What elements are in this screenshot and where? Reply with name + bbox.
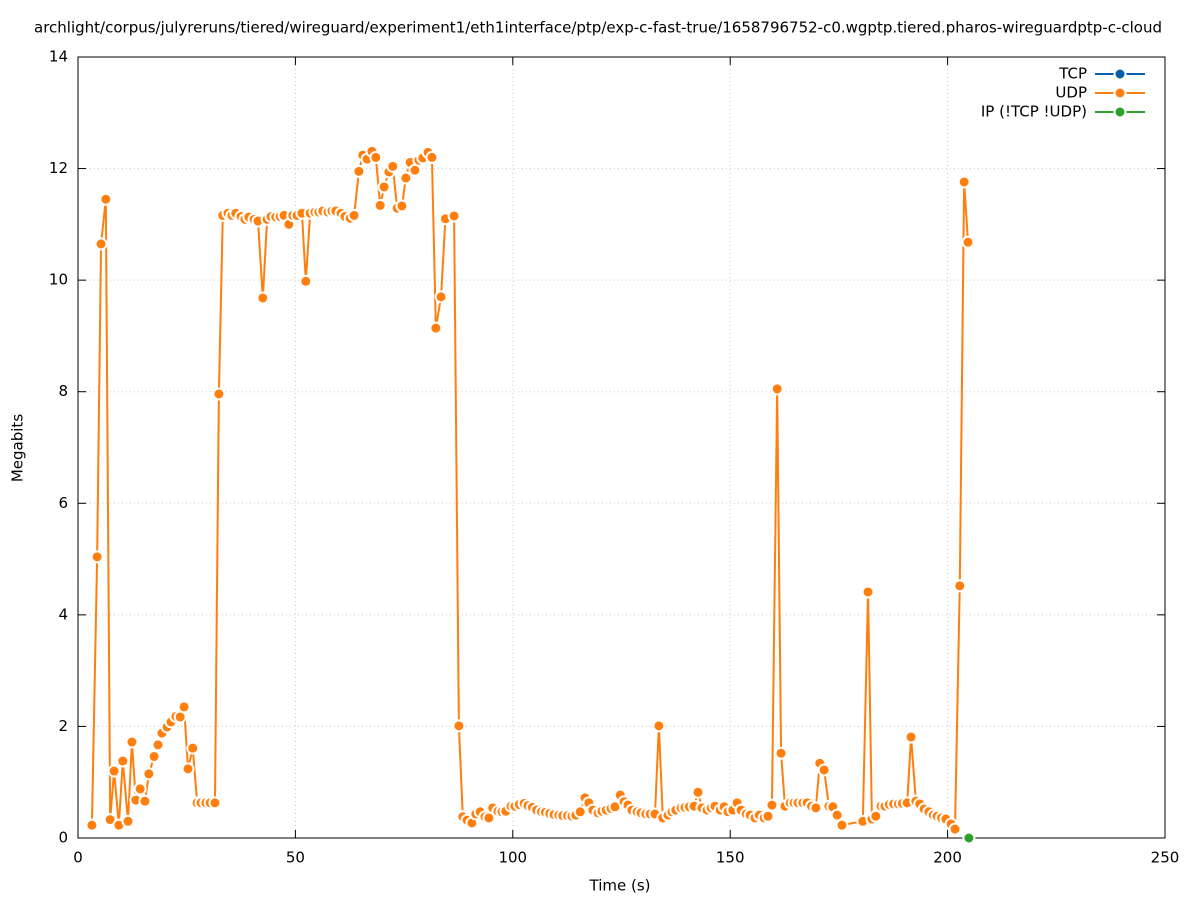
data-point [957,175,971,189]
data-point [429,321,443,335]
data-point [138,794,152,808]
x-axis-label: Time (s) [589,877,651,895]
data-point [765,798,779,812]
data-point [452,719,466,733]
data-point [817,763,831,777]
data-point [399,171,413,185]
x-tick-label: 0 [73,849,83,867]
data-point [447,209,461,223]
data-point [85,818,99,832]
data-point [208,796,222,810]
y-axis-label: Megabits [9,414,27,482]
data-point [256,291,270,305]
y-tick-label: 6 [58,494,68,512]
data-point [125,735,139,749]
data-point [142,767,156,781]
data-point [869,809,883,823]
data-point [962,831,976,845]
data-point [151,738,165,752]
data-point [373,198,387,212]
data-point [107,764,121,778]
series-line [90,149,970,832]
data-point [186,741,200,755]
data-point [573,805,587,819]
data-point [99,192,113,206]
data-point [809,801,823,815]
data-point [147,750,161,764]
data-point [90,550,104,564]
data-point [395,199,409,213]
y-tick-label: 0 [58,829,68,847]
y-tick-label: 14 [49,48,68,66]
data-point [961,235,975,249]
data-point [434,290,448,304]
chart-title: archlight/corpus/julyreruns/tiered/wireg… [34,19,1162,37]
data-point [177,700,191,714]
y-tick-label: 2 [58,717,68,735]
y-tick-label: 8 [58,382,68,400]
data-point [770,382,784,396]
x-tick-label: 150 [716,849,745,867]
legend-marker [1113,86,1127,100]
data-point [121,814,135,828]
legend-marker [1113,105,1127,119]
x-tick-label: 100 [498,849,527,867]
data-point [691,785,705,799]
data-point [386,159,400,173]
data-point [347,208,361,222]
legend-marker [1113,67,1127,81]
y-tick-label: 10 [49,271,68,289]
plot-border [77,56,1166,839]
data-point [835,818,849,832]
data-point [352,164,366,178]
data-point [904,730,918,744]
legend-label: IP (!TCP !UDP) [981,103,1087,121]
data-point [953,579,967,593]
data-point [299,274,313,288]
data-point [369,150,383,164]
data-point [830,808,844,822]
data-point [133,782,147,796]
data-point [425,150,439,164]
x-tick-label: 50 [286,849,305,867]
data-point [94,237,108,251]
data-point [761,809,775,823]
x-tick-label: 200 [933,849,962,867]
legend-label: UDP [1055,84,1087,102]
y-tick-label: 12 [49,159,68,177]
data-point [948,822,962,836]
legend-label: TCP [1058,65,1087,83]
y-tick-label: 4 [58,605,68,623]
data-point [116,754,130,768]
data-point [652,719,666,733]
data-point [774,746,788,760]
data-point [212,387,226,401]
data-point [377,180,391,194]
data-point [181,762,195,776]
x-tick-label: 250 [1151,849,1180,867]
data-point [861,585,875,599]
